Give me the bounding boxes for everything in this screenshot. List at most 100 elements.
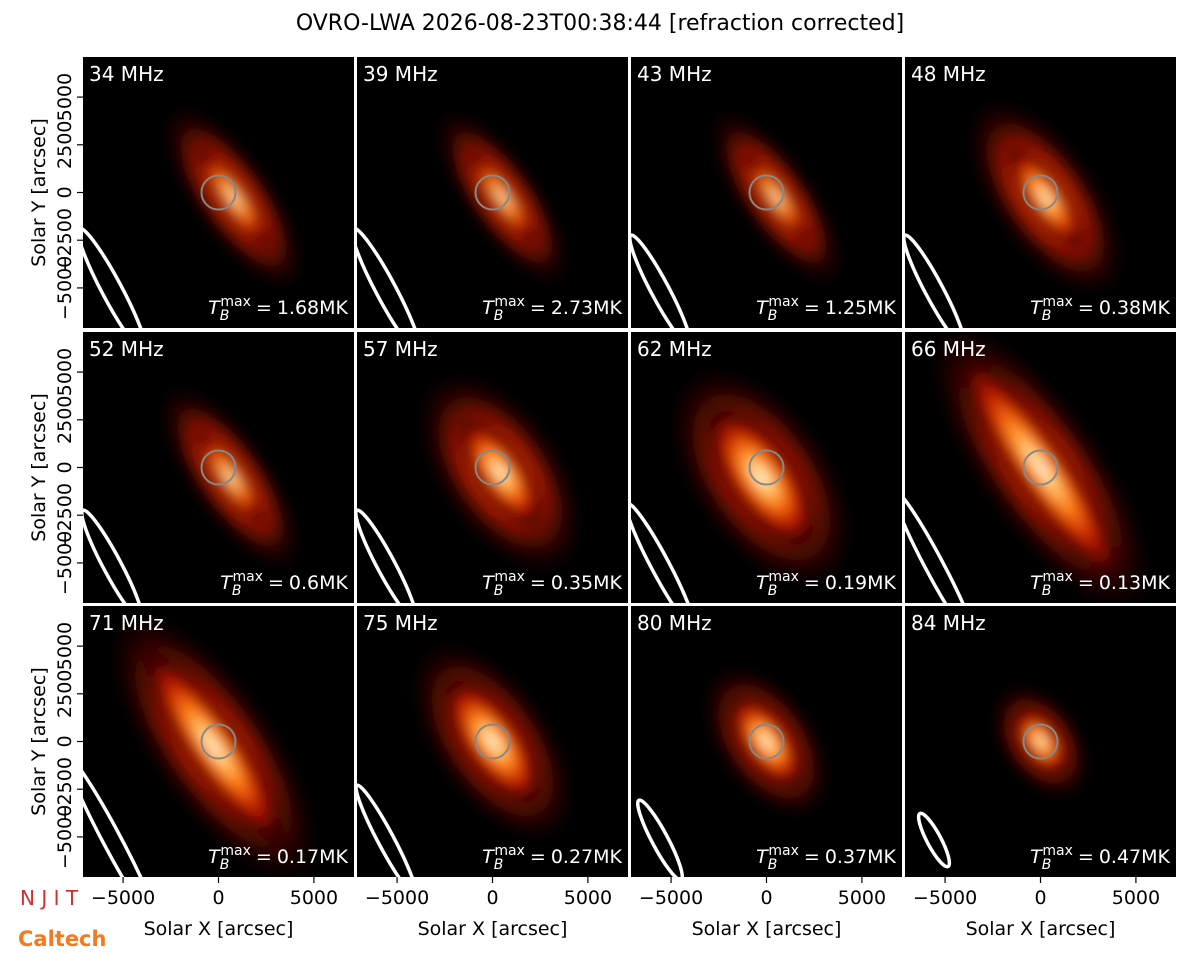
beam (357, 226, 422, 328)
radio-image (433, 106, 572, 289)
tb-max-annotation: TBmax = 2.73MK (482, 294, 622, 324)
panel-label: 84 MHz (911, 611, 986, 635)
tb-superscript: max (220, 843, 251, 859)
x-tick-label: 0 (1034, 887, 1046, 909)
radio-image (963, 94, 1128, 301)
y-tick-label: 2500 (54, 396, 76, 444)
tb-subscript: B (1042, 583, 1052, 599)
x-tick-label: 0 (760, 887, 772, 909)
radio-image (159, 101, 308, 294)
x-tick-label: 5000 (838, 887, 886, 909)
emission-core (195, 145, 272, 250)
panel (83, 332, 354, 603)
tb-equals: = (1078, 572, 1094, 594)
panel-label: 75 MHz (363, 611, 438, 635)
radio-image (707, 106, 846, 289)
tb-superscript: max (768, 294, 799, 310)
panel (905, 332, 1176, 603)
y-tick-label: −5000 (54, 256, 76, 320)
panel-label: 34 MHz (89, 62, 164, 86)
y-tick-label: 5000 (54, 73, 76, 121)
tb-superscript: max (1042, 843, 1073, 859)
y-tick-label: −2500 (54, 757, 76, 821)
solar-disk (200, 174, 237, 211)
tb-equals: = (256, 846, 272, 868)
logo-njit: N J I T (20, 886, 79, 910)
x-tick-label: −5000 (639, 887, 703, 909)
tb-superscript: max (220, 294, 251, 310)
y-tick-label: 0 (54, 461, 76, 473)
tb-equals: = (530, 846, 546, 868)
beam (83, 754, 160, 877)
tb-max-annotation: TBmax = 0.37MK (756, 843, 896, 873)
tb-symbol: T (1030, 846, 1043, 868)
y-axis-label: Solar Y [arcsec] (28, 118, 50, 266)
figure-title: OVRO-LWA 2026-08-23T00:38:44 [refraction… (296, 11, 904, 36)
beam (631, 233, 692, 328)
tb-value: 0.13MK (1099, 572, 1171, 594)
emission-core (141, 647, 286, 846)
radio-image (103, 606, 324, 877)
beam (916, 811, 952, 869)
logo-caltech: Caltech (18, 927, 106, 951)
panel (631, 57, 902, 328)
panel (631, 606, 902, 877)
tb-symbol: T (208, 846, 221, 868)
tb-subscript: B (768, 857, 778, 873)
solar-disk (748, 174, 785, 211)
panel (357, 606, 628, 877)
tb-subscript: B (1042, 308, 1052, 324)
x-tick-label: −5000 (913, 887, 977, 909)
tb-value: 0.47MK (1099, 846, 1171, 868)
y-tick-label: 0 (54, 186, 76, 198)
tb-symbol: T (482, 572, 495, 594)
tb-max-annotation: TBmax = 0.47MK (1030, 843, 1170, 873)
tb-value: 2.73MK (551, 297, 623, 319)
tb-max-annotation: TBmax = 0.38MK (1030, 294, 1170, 324)
tb-subscript: B (232, 583, 242, 599)
solar-disk (200, 449, 237, 486)
tb-subscript: B (220, 308, 230, 324)
emission-core (705, 405, 818, 550)
y-tick-label: −2500 (54, 208, 76, 272)
tb-max-annotation: TBmax = 0.35MK (482, 569, 622, 599)
x-axis-label: Solar X [arcsec] (418, 918, 568, 940)
solar-disk (200, 723, 237, 760)
panel (905, 57, 1176, 328)
y-tick-label: 5000 (54, 622, 76, 670)
tb-subscript: B (494, 857, 504, 873)
tb-subscript: B (494, 583, 504, 599)
emission-core (441, 675, 544, 808)
tb-max-annotation: TBmax = 0.13MK (1030, 569, 1170, 599)
tb-equals: = (804, 846, 820, 868)
panel-label: 66 MHz (911, 337, 986, 361)
tb-value: 1.68MK (277, 297, 349, 319)
radio-image (407, 637, 578, 846)
x-tick-label: −5000 (365, 887, 429, 909)
emission-core (956, 351, 1125, 584)
tb-symbol: T (1030, 572, 1043, 594)
tb-equals: = (268, 572, 284, 594)
solar-disk (474, 449, 511, 486)
tb-superscript: max (494, 569, 525, 585)
panel-label: 71 MHz (89, 611, 164, 635)
emission-core (728, 693, 805, 790)
solar-disk (474, 723, 511, 760)
radio-image (924, 332, 1157, 603)
tb-value: 0.37MK (825, 846, 897, 868)
beam (357, 783, 418, 877)
x-tick-label: −5000 (91, 887, 155, 909)
x-axis-label: Solar X [arcsec] (692, 918, 842, 940)
y-tick-label: 2500 (54, 121, 76, 169)
x-tick-label: 5000 (290, 887, 338, 909)
panel (83, 606, 354, 877)
tb-max-annotation: TBmax = 0.27MK (482, 843, 622, 873)
x-axis-label: Solar X [arcsec] (144, 918, 294, 940)
tb-value: 0.27MK (551, 846, 623, 868)
solar-disk (748, 723, 785, 760)
x-tick-label: 0 (212, 887, 224, 909)
beam (905, 233, 966, 328)
tb-symbol: T (756, 572, 769, 594)
tb-superscript: max (1042, 294, 1073, 310)
tb-max-annotation: TBmax = 0.17MK (208, 843, 348, 873)
